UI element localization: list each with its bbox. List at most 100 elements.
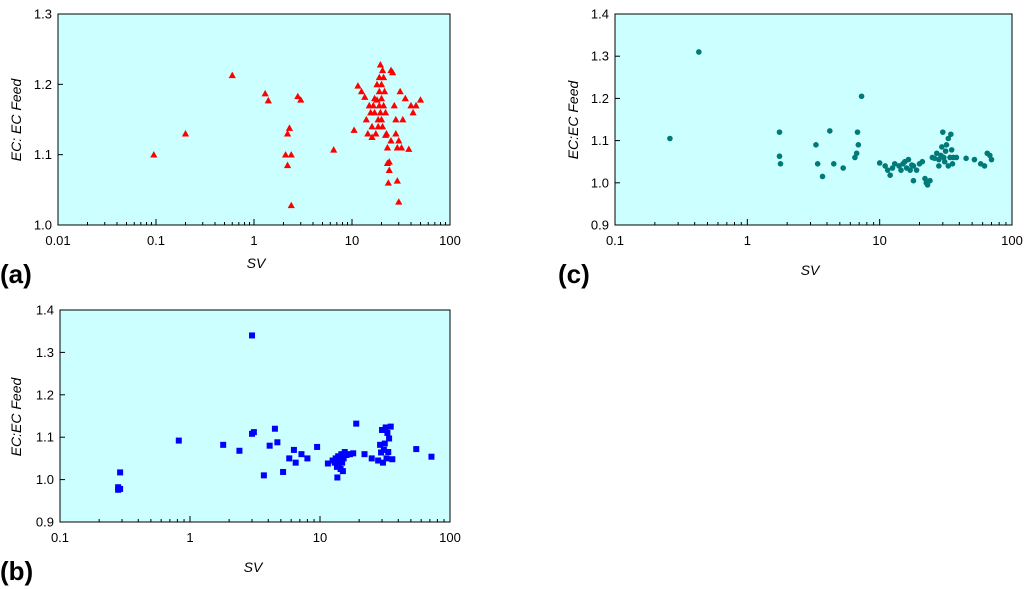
x-tick-label: 100: [439, 233, 461, 248]
data-point: [936, 156, 942, 163]
data-point: [150, 151, 158, 158]
data-point: [297, 96, 305, 103]
data-point: [117, 485, 124, 492]
data-point: [399, 115, 407, 123]
x-tick-label: 100: [1001, 233, 1023, 248]
x-tick-label: 0.1: [147, 233, 165, 248]
data-point: [379, 426, 386, 433]
data-point: [353, 420, 360, 427]
y-tick-label: 1.4: [591, 7, 609, 22]
data-point: [827, 128, 833, 134]
data-point: [940, 129, 946, 135]
data-point: [335, 453, 342, 460]
x-axis-label-b: SV: [244, 559, 264, 575]
x-tick-label: 10: [872, 233, 886, 248]
data-point: [884, 167, 891, 173]
data-point: [910, 177, 917, 184]
data-point: [380, 87, 389, 95]
data-points-c: [667, 49, 995, 188]
data-point: [379, 73, 388, 81]
data-point: [852, 154, 858, 161]
data-point: [988, 156, 995, 163]
y-tick-label: 1.2: [34, 77, 52, 92]
data-point: [396, 87, 404, 95]
data-point: [405, 145, 413, 152]
data-point: [378, 66, 387, 74]
data-point: [369, 101, 377, 109]
data-point: [945, 135, 952, 142]
data-point: [971, 156, 978, 163]
x-tick-label: 0.1: [51, 530, 69, 545]
data-point: [330, 146, 338, 153]
data-point: [370, 108, 379, 116]
data-point: [922, 175, 928, 182]
data-point: [389, 456, 396, 463]
data-point: [266, 442, 273, 449]
y-axis-label-a: EC: EC Feed: [8, 78, 24, 162]
data-point: [858, 93, 865, 100]
data-point: [412, 101, 420, 109]
data-point: [377, 441, 384, 448]
data-point: [290, 446, 297, 453]
data-point: [362, 115, 370, 123]
y-axis-label-c: EC:EC Feed: [565, 79, 581, 159]
y-tick-label: 1.4: [36, 303, 54, 318]
y-tick-label: 1.3: [36, 345, 54, 360]
axes-a: 0.01 0.1 1 10 100 1.0 1.1 1.2 1.3: [34, 7, 461, 249]
data-point: [175, 437, 182, 444]
plot-area-a: [57, 13, 451, 226]
data-point: [264, 96, 272, 104]
data-point: [830, 161, 837, 167]
data-point: [943, 142, 950, 148]
data-point: [924, 182, 931, 188]
data-point: [376, 61, 385, 68]
data-point: [927, 177, 933, 184]
data-point: [379, 459, 386, 466]
data-point: [350, 126, 358, 133]
data-point: [919, 158, 926, 165]
data-point: [274, 439, 281, 446]
data-point: [343, 452, 350, 459]
data-point: [361, 451, 368, 458]
data-point: [416, 96, 425, 103]
data-point: [287, 151, 295, 158]
data-point: [776, 129, 783, 135]
x-tick-label: 0.01: [45, 233, 70, 248]
y-tick-label: 1.0: [36, 472, 54, 487]
data-point: [882, 163, 888, 169]
y-tick-label: 1.1: [34, 147, 52, 162]
data-point: [372, 129, 380, 137]
data-point: [898, 167, 904, 173]
data-point: [285, 124, 294, 131]
data-point: [696, 49, 702, 55]
data-point: [382, 424, 389, 431]
data-point: [385, 158, 393, 165]
data-point: [949, 161, 956, 167]
x-tick-label: 10: [313, 530, 327, 545]
data-point: [294, 92, 302, 100]
x-axis-label-c: SV: [801, 262, 821, 278]
data-point: [287, 201, 295, 209]
data-point: [407, 101, 415, 109]
data-point: [354, 82, 362, 89]
data-point: [384, 429, 391, 436]
data-point: [271, 425, 278, 432]
data-point: [350, 450, 357, 457]
data-point: [335, 461, 342, 468]
data-point: [667, 135, 673, 142]
data-point: [249, 332, 256, 339]
data-point: [340, 455, 347, 462]
data-point: [261, 89, 269, 97]
data-points-b: [115, 332, 435, 493]
data-point: [377, 115, 386, 123]
panel-c: 0.1 1 10 100 0.9 1.0 1.1 1.2 1.3 1.4 SV EC:EC Fee…: [558, 7, 1023, 290]
data-point: [368, 133, 376, 140]
data-point: [383, 144, 392, 151]
data-point: [181, 129, 190, 137]
data-point: [392, 129, 400, 137]
x-tick-label: 1: [186, 530, 193, 545]
data-point: [260, 472, 267, 479]
data-point: [942, 148, 949, 154]
x-axis-label-a: SV: [247, 255, 267, 271]
data-point: [907, 167, 913, 173]
